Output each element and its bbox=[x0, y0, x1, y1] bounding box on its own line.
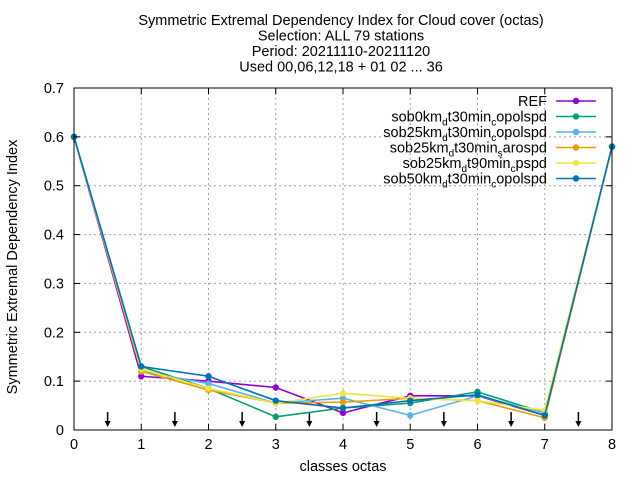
legend-label-part: sob25km bbox=[390, 141, 449, 157]
legend-label-part: t30min bbox=[448, 172, 492, 188]
legend-label-part: d bbox=[442, 180, 448, 191]
series-point-0 bbox=[339, 409, 347, 417]
legend-label-part: t30min bbox=[448, 110, 492, 126]
legend-label-part: c bbox=[491, 118, 496, 129]
legend-label: REF bbox=[518, 94, 547, 110]
x-tick-label: 5 bbox=[406, 437, 414, 453]
series-point-4 bbox=[474, 397, 481, 404]
series-point-4 bbox=[205, 385, 212, 392]
legend-label-part: sob50km bbox=[383, 172, 442, 188]
legend-label-part: sob25km bbox=[383, 125, 442, 141]
arrow-marker-head bbox=[104, 421, 111, 427]
y-tick-label: 0.6 bbox=[44, 130, 64, 146]
y-tick-label: 0.7 bbox=[44, 81, 64, 97]
y-tick-label: 0 bbox=[56, 423, 64, 439]
arrow-marker-head bbox=[508, 421, 515, 427]
legend-label: sob25kmdt30minsarospd bbox=[390, 141, 547, 160]
legend-label-part: opolspd bbox=[496, 172, 547, 188]
arrow-marker-head bbox=[306, 421, 313, 427]
x-tick-label: 4 bbox=[339, 437, 347, 453]
legend-label-part: d bbox=[442, 118, 448, 129]
y-axis-label: Symmetric Extremal Dependency Index bbox=[5, 139, 21, 394]
legend-label-part: d bbox=[461, 164, 467, 175]
y-tick-label: 0.4 bbox=[44, 228, 64, 244]
x-tick-label: 2 bbox=[204, 437, 212, 453]
y-tick-label: 0.1 bbox=[44, 374, 64, 390]
series-point-2 bbox=[205, 380, 212, 387]
series-lines bbox=[70, 133, 616, 421]
legend-label: sob50kmdt30mincopolspd bbox=[383, 172, 547, 191]
legend-label: sob25kmdt30mincopolspd bbox=[383, 125, 547, 144]
legend-swatch-marker bbox=[572, 144, 580, 151]
series-point-2 bbox=[407, 412, 414, 419]
series-point-5 bbox=[407, 397, 414, 404]
series-point-5 bbox=[205, 373, 212, 380]
legend-label-part: s bbox=[498, 149, 503, 160]
x-tick-label: 0 bbox=[70, 437, 78, 453]
y-tick-label: 0.3 bbox=[44, 276, 64, 292]
series-point-0 bbox=[272, 384, 279, 391]
arrow-marker-head bbox=[171, 421, 178, 427]
legend-label-part: t30min bbox=[448, 125, 492, 141]
series-point-3 bbox=[339, 398, 347, 406]
series-point-5 bbox=[138, 363, 145, 370]
series-point-5 bbox=[474, 391, 481, 399]
legend-label-part: t30min bbox=[454, 141, 498, 157]
x-tick-label: 3 bbox=[272, 437, 280, 453]
legend-label-part: c bbox=[491, 180, 496, 191]
chart-title: Symmetric Extremal Dependency Index for … bbox=[138, 13, 543, 76]
legend-swatch-marker bbox=[572, 159, 580, 167]
x-tick-label: 7 bbox=[541, 437, 549, 453]
chart-title-line: Used 00,06,12,18 + 01 02 ... 36 bbox=[239, 60, 443, 76]
arrow-marker-head bbox=[440, 421, 447, 427]
legend-swatch-marker bbox=[572, 97, 580, 105]
legend-label-part: REF bbox=[518, 94, 547, 110]
legend-label-part: arospd bbox=[503, 141, 547, 157]
legend-label-part: pspd bbox=[516, 156, 547, 172]
chart-title-line: Symmetric Extremal Dependency Index for … bbox=[138, 13, 543, 29]
series-point-5 bbox=[272, 397, 279, 404]
legend-swatch-marker bbox=[572, 113, 580, 120]
series-point-1 bbox=[272, 413, 279, 421]
legend-label-part: c bbox=[511, 164, 516, 175]
series-point-5 bbox=[339, 404, 347, 412]
legend-label-part: sob0km bbox=[391, 110, 442, 126]
grid bbox=[74, 88, 612, 430]
legend-swatch-marker bbox=[572, 175, 580, 182]
x-tick-label: 8 bbox=[608, 437, 616, 453]
legend-swatch-marker bbox=[572, 128, 580, 136]
x-tick-label: 1 bbox=[137, 437, 145, 453]
series-point-4 bbox=[339, 390, 347, 397]
arrow-marker-head bbox=[575, 421, 582, 427]
legend: REFsob0kmdt30mincopolspdsob25kmdt30minco… bbox=[383, 94, 596, 191]
legend-label-part: d bbox=[449, 149, 455, 160]
legend-label-part: opolspd bbox=[496, 125, 547, 141]
chart-title-line: Period: 20211110-20211120 bbox=[252, 44, 430, 60]
chart-title-line: Selection: ALL 79 stations bbox=[258, 29, 424, 45]
arrow-markers bbox=[104, 412, 582, 427]
legend-label-part: d bbox=[442, 133, 448, 144]
legend-label: sob25kmdt90mincpspd bbox=[403, 156, 547, 175]
y-tick-label: 0.2 bbox=[44, 325, 64, 341]
y-axis-ticks: 0 0.1 0.2 0.3 0.4 0.5 0.6 0.7 bbox=[44, 81, 612, 439]
legend-label: sob0kmdt30mincopolspd bbox=[391, 110, 547, 129]
x-axis-label: classes octas bbox=[299, 459, 386, 475]
x-tick-label: 6 bbox=[473, 437, 481, 453]
series-point-5 bbox=[541, 412, 548, 419]
legend-label-part: t90min bbox=[467, 156, 511, 172]
x-axis-ticks: 0 1 2 3 4 5 6 7 8 bbox=[70, 88, 616, 453]
legend-label-part: c bbox=[491, 133, 496, 144]
series-point-0 bbox=[138, 373, 145, 380]
arrow-marker-head bbox=[373, 421, 380, 427]
arrow-marker-head bbox=[239, 421, 246, 427]
legend-label-part: sob25km bbox=[403, 156, 462, 172]
legend-label-part: opolspd bbox=[496, 110, 547, 126]
y-tick-label: 0.5 bbox=[44, 179, 64, 195]
